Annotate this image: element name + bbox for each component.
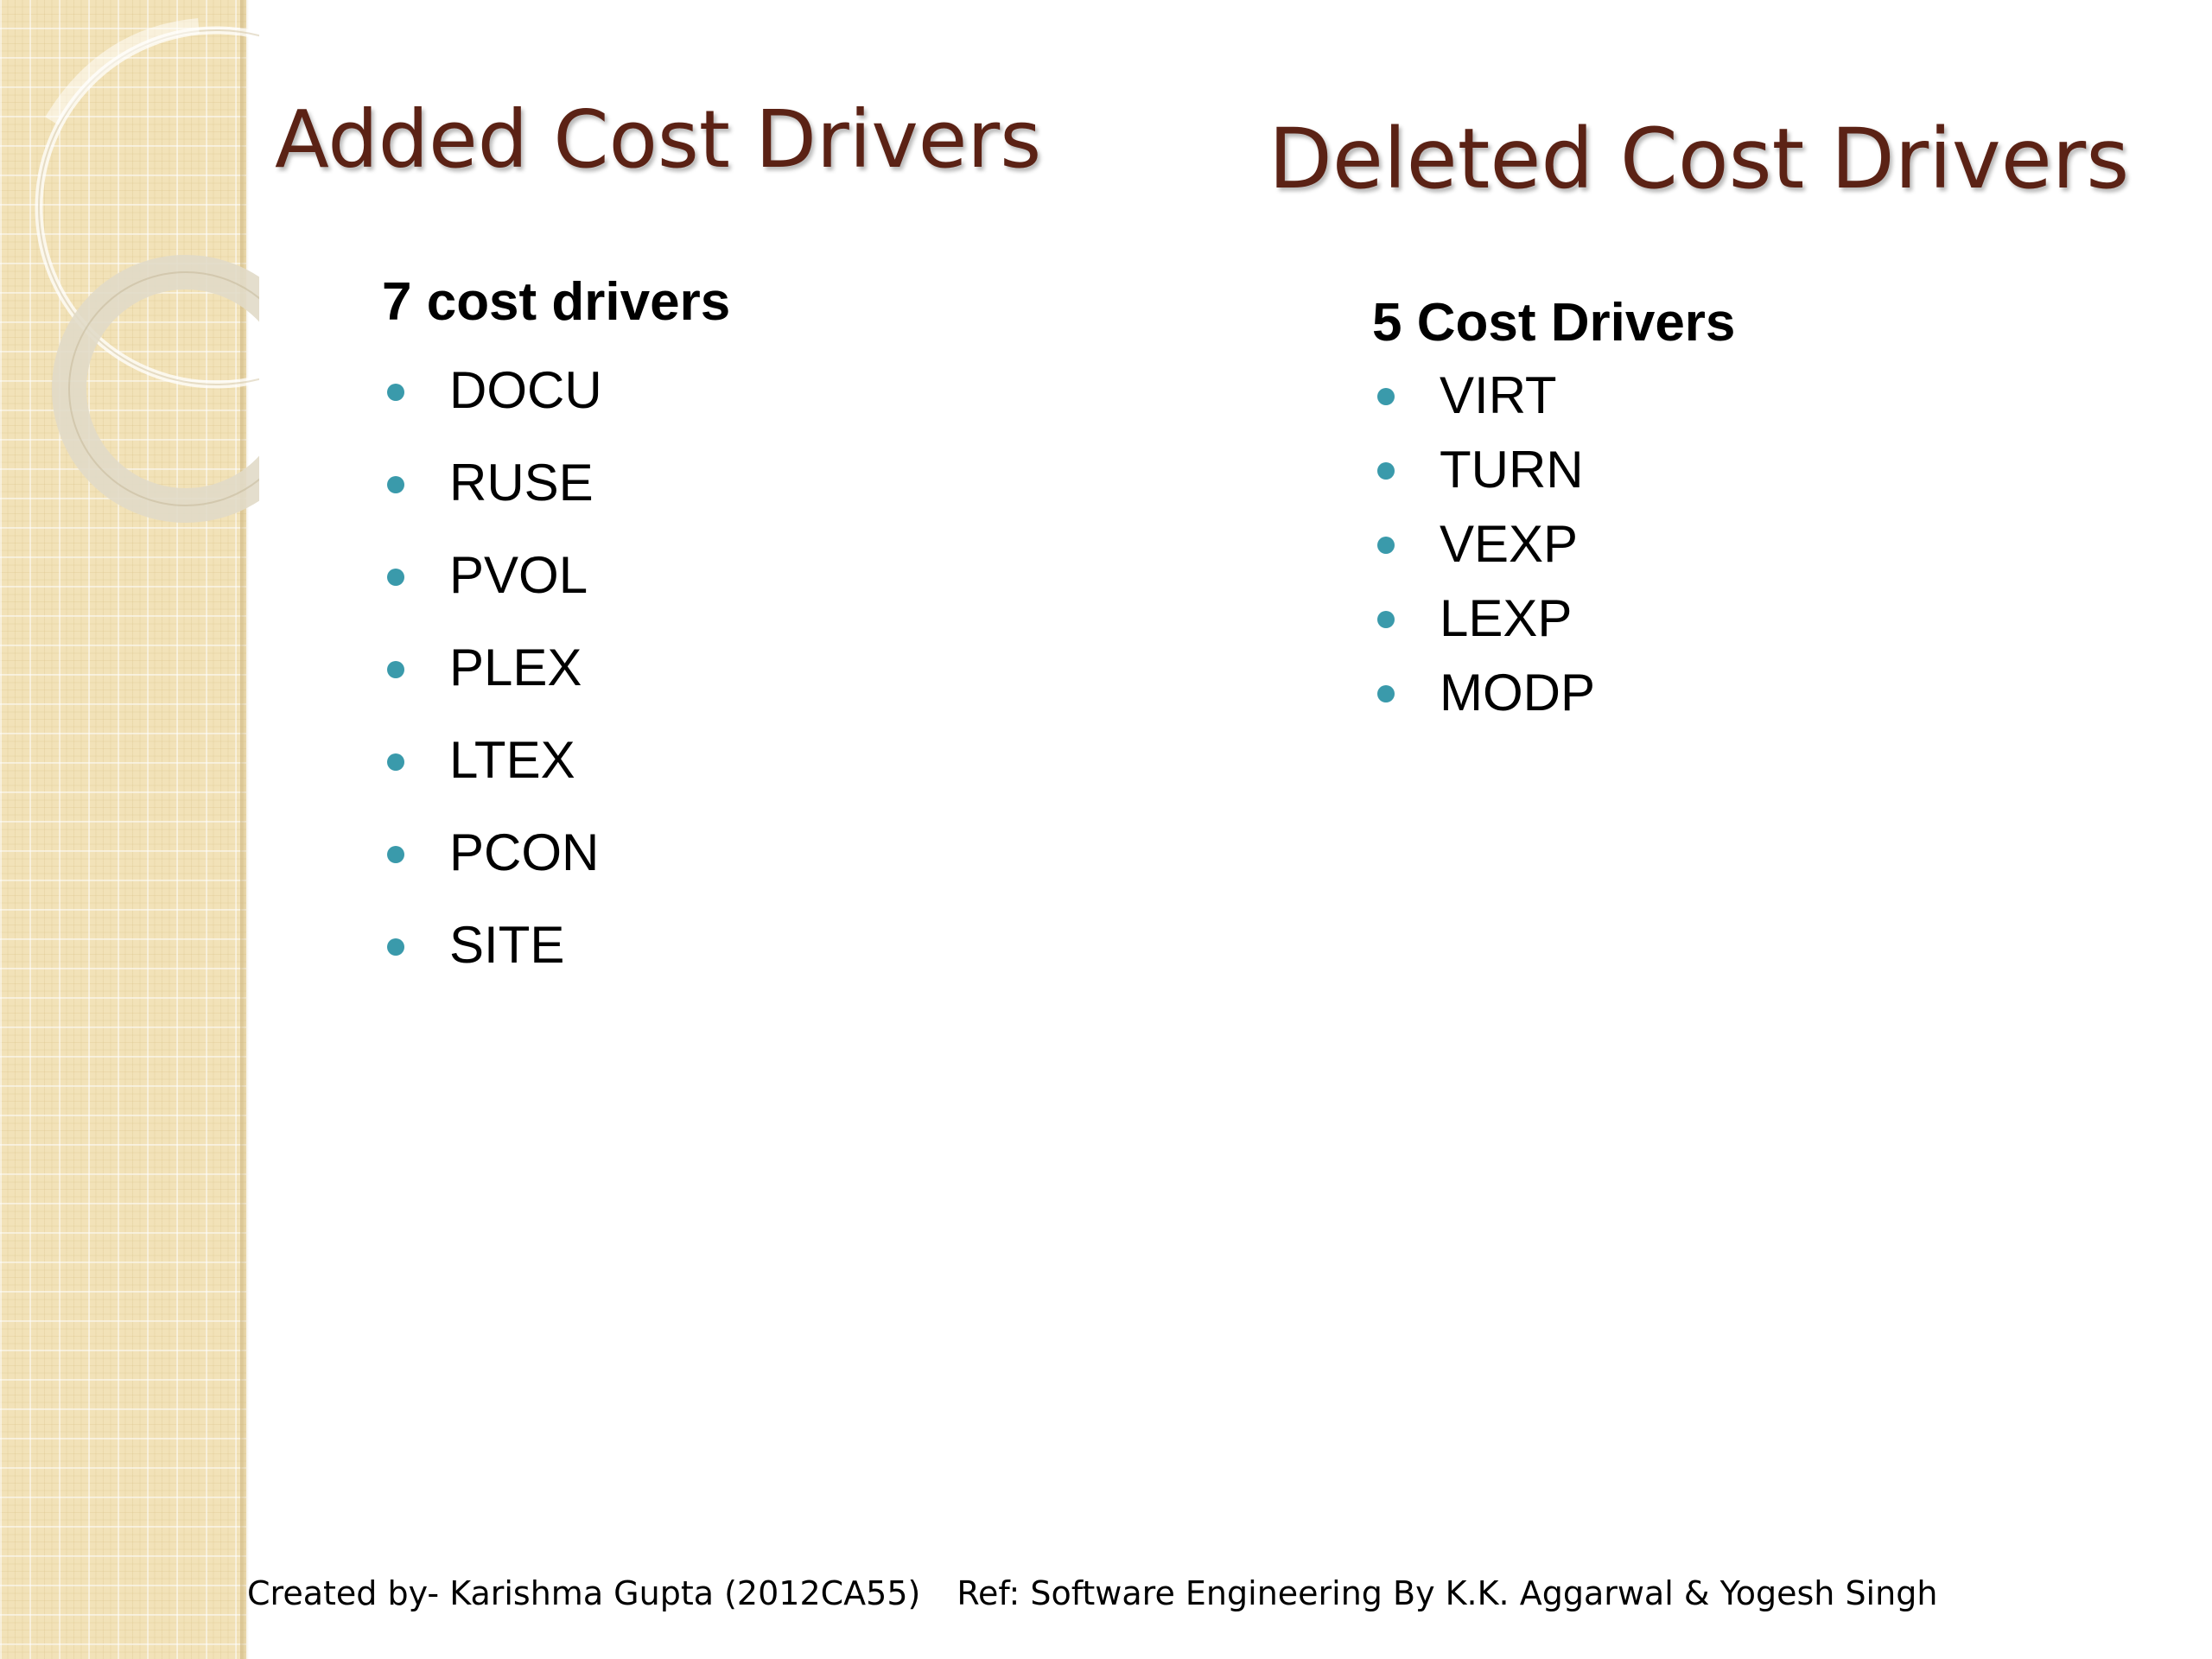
bullet-icon	[387, 846, 404, 863]
added-cost-drivers-column: 7 cost drivers DOCU RUSE PVOL PLEX LTEX …	[382, 266, 730, 996]
bullet-icon	[1377, 388, 1395, 405]
list-item: PVOL	[382, 534, 730, 626]
list-item: PLEX	[382, 626, 730, 719]
deleted-count-label: 5 Cost Drivers	[1372, 293, 1736, 353]
added-cost-drivers-title: Added Cost Drivers	[275, 93, 1042, 186]
driver-label: TURN	[1440, 441, 1584, 499]
bullet-icon	[387, 569, 404, 586]
list-item: TURN	[1372, 434, 1735, 508]
list-item: PCON	[382, 811, 730, 904]
added-count-label: 7 cost drivers	[382, 272, 731, 332]
driver-label: RUSE	[449, 454, 594, 512]
list-item: RUSE	[382, 442, 730, 534]
deleted-drivers-list: VIRT TURN VEXP LEXP MODP	[1372, 359, 1735, 731]
driver-label: PVOL	[449, 546, 588, 604]
list-item: VIRT	[1372, 359, 1735, 434]
bullet-icon	[387, 384, 404, 401]
driver-label: DOCU	[449, 361, 602, 419]
bullet-icon	[1377, 611, 1395, 628]
bullet-icon	[387, 753, 404, 771]
footer-created-by: Created by- Karishma Gupta (2012CA55)	[247, 1574, 921, 1612]
driver-label: LEXP	[1440, 589, 1573, 647]
footer-reference: Ref: Software Engineering By K.K. Aggarw…	[957, 1574, 1938, 1612]
list-item: LTEX	[382, 719, 730, 811]
bullet-icon	[1377, 685, 1395, 702]
driver-label: PCON	[449, 823, 600, 881]
list-item: MODP	[1372, 657, 1735, 731]
added-drivers-list: DOCU RUSE PVOL PLEX LTEX PCON SITE	[382, 349, 730, 996]
side-strip-edge	[240, 0, 249, 1659]
bullet-icon	[1377, 462, 1395, 480]
driver-label: VIRT	[1440, 366, 1557, 424]
list-item: SITE	[382, 904, 730, 996]
bullet-icon	[387, 476, 404, 493]
decorative-rings-icon	[35, 18, 259, 523]
bullet-icon	[387, 661, 404, 678]
driver-label: MODP	[1440, 664, 1595, 721]
bullet-icon	[1377, 537, 1395, 554]
footer: Created by- Karishma Gupta (2012CA55) Ref…	[247, 1574, 1937, 1612]
driver-label: VEXP	[1440, 515, 1579, 573]
list-item: LEXP	[1372, 582, 1735, 657]
driver-label: LTEX	[449, 731, 575, 789]
list-item: VEXP	[1372, 508, 1735, 582]
driver-label: PLEX	[449, 639, 582, 696]
driver-label: SITE	[449, 916, 565, 974]
bullet-icon	[387, 938, 404, 956]
list-item: DOCU	[382, 349, 730, 442]
deleted-cost-drivers-title: Deleted Cost Drivers	[1268, 111, 2130, 207]
deleted-cost-drivers-column: 5 Cost Drivers VIRT TURN VEXP LEXP MODP	[1372, 287, 1735, 731]
